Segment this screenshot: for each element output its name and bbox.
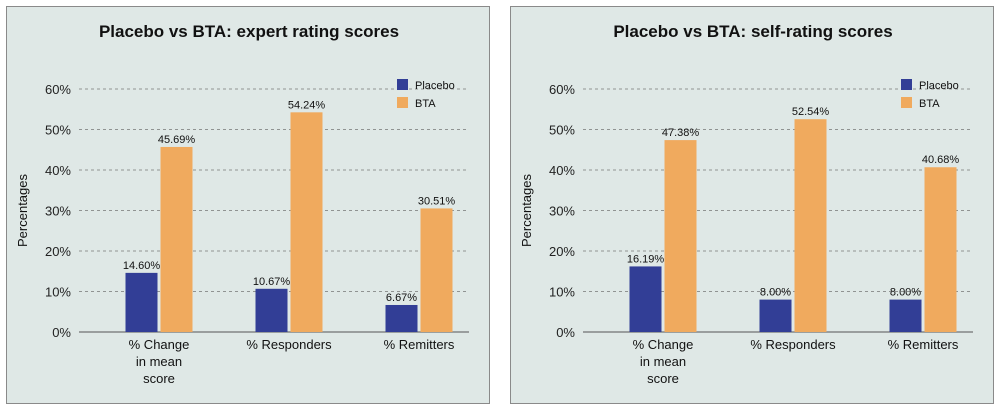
legend-label-placebo: Placebo	[415, 80, 455, 92]
bar-placebo	[889, 299, 922, 332]
x-category-label: % Remitters	[384, 337, 455, 352]
y-tick-label: 0%	[52, 325, 71, 340]
bar-bta	[290, 112, 323, 332]
legend-label-bta: BTA	[919, 98, 940, 110]
x-category-label-line: % Responders	[750, 337, 836, 352]
y-tick-label: 40%	[549, 163, 575, 178]
bar-bta	[160, 146, 193, 332]
bar-bta	[924, 167, 957, 332]
y-tick-label: 20%	[549, 244, 575, 259]
legend-swatch-bta	[901, 97, 912, 108]
bar-bta	[794, 119, 827, 332]
x-category-label: % Change in mean score	[633, 337, 694, 386]
data-label: 54.24%	[288, 99, 326, 111]
bar-placebo	[255, 288, 288, 332]
chart-title: Placebo vs BTA: expert rating scores	[99, 22, 399, 41]
x-category-label-line: % Responders	[246, 337, 332, 352]
bar-placebo	[385, 304, 418, 332]
x-category-label-line: % Remitters	[888, 337, 959, 352]
x-category-label-line: % Change	[129, 337, 190, 352]
y-tick-label: 0%	[556, 325, 575, 340]
x-category-label-line: score	[647, 371, 679, 386]
bar-placebo	[759, 299, 792, 332]
data-label: 14.60%	[123, 260, 161, 272]
x-category-label: % Responders	[246, 337, 332, 352]
y-axis-label: Percentages	[519, 174, 534, 247]
x-category-label: % Change in mean score	[129, 337, 190, 386]
y-tick-label: 60%	[45, 82, 71, 97]
data-label: 40.68%	[922, 154, 960, 166]
bar-bta	[420, 208, 453, 332]
chart-panel-expert-rating: Placebo vs BTA: expert rating scores Perc…	[6, 6, 490, 404]
data-label: 30.51%	[418, 195, 456, 207]
legend-swatch-placebo	[901, 79, 912, 90]
x-category-label: % Remitters	[888, 337, 959, 352]
legend-label-bta: BTA	[415, 98, 436, 110]
y-tick-label: 10%	[45, 285, 71, 300]
x-category-label-line: % Change	[633, 337, 694, 352]
bar-placebo	[125, 272, 158, 332]
y-tick-label: 30%	[45, 204, 71, 219]
y-tick-label: 20%	[45, 244, 71, 259]
y-tick-label: 30%	[549, 204, 575, 219]
legend-swatch-bta	[397, 97, 408, 108]
x-category-label-line: in mean	[136, 354, 182, 369]
data-label: 52.54%	[792, 106, 830, 118]
bar-placebo	[629, 266, 662, 332]
x-category-label: % Responders	[750, 337, 836, 352]
legend-label-placebo: Placebo	[919, 80, 959, 92]
data-label: 10.67%	[253, 276, 291, 288]
chart-self-rating: Placebo vs BTA: self-rating scores Percen…	[519, 22, 973, 386]
y-tick-label: 50%	[45, 123, 71, 138]
y-axis-label: Percentages	[15, 174, 30, 247]
x-category-label-line: % Remitters	[384, 337, 455, 352]
y-tick-label: 10%	[549, 285, 575, 300]
x-category-label-line: score	[143, 371, 175, 386]
data-label: 6.67%	[386, 292, 417, 304]
y-tick-label: 40%	[45, 163, 71, 178]
data-label: 16.19%	[627, 253, 665, 265]
chart-panel-self-rating: Placebo vs BTA: self-rating scores Percen…	[510, 6, 994, 404]
chart-title: Placebo vs BTA: self-rating scores	[613, 22, 892, 41]
y-tick-label: 50%	[549, 123, 575, 138]
x-category-label-line: in mean	[640, 354, 686, 369]
data-label: 8.00%	[760, 287, 791, 299]
legend-swatch-placebo	[397, 79, 408, 90]
data-label: 47.38%	[662, 127, 700, 139]
data-label: 8.00%	[890, 287, 921, 299]
chart-expert-rating: Placebo vs BTA: expert rating scores Perc…	[15, 22, 469, 386]
y-tick-label: 60%	[549, 82, 575, 97]
data-label: 45.69%	[158, 134, 196, 146]
bar-bta	[664, 140, 697, 332]
